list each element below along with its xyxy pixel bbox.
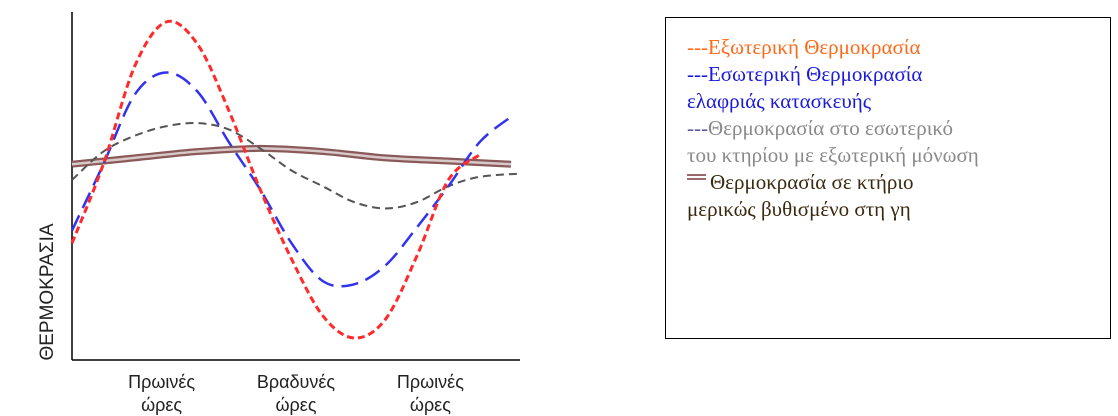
legend-label-indoor-light: Εσωτερική Θερμοκρασία [707, 62, 923, 86]
x-tick-label: Πρωινές ώρες [397, 372, 464, 415]
legend-entry-earth-sheltered-cont: μερικώς βυθισμένο στη γη [687, 196, 1110, 223]
legend-marker-outdoor: --- [687, 35, 708, 59]
y-axis-label: ΘΕΡΜΟΚΡΑΣΙΑ [37, 223, 58, 360]
legend-label-earth-sheltered-cont: μερικώς βυθισμένο στη γη [687, 197, 911, 221]
series-earth-sheltered-line [71, 144, 512, 168]
x-tick-label-line: Πρωινές [128, 372, 195, 392]
x-tick-labels: Πρωινές ώρες Βραδυνές ώρες Πρωινές ώρες [128, 372, 464, 415]
legend-marker-indoor-light: --- [687, 62, 708, 86]
legend-label-indoor-light-cont: ελαφριάς κατασκευής [687, 89, 872, 113]
legend-label-insulated-cont: του κτηρίου με εξωτερική μόνωση [687, 143, 979, 167]
series-earth-sheltered-inner [71, 147, 512, 166]
x-tick-label-line: ώρες [141, 395, 182, 415]
legend-entry-insulated: ---Θερμοκρασία στο εσωτερικό [687, 115, 1110, 142]
x-tick-label-line: ώρες [276, 395, 317, 415]
legend-entry-indoor-light: ---Εσωτερική Θερμοκρασία [687, 61, 1110, 88]
legend-label-insulated: Θερμοκρασία στο εσωτερικό [707, 116, 953, 140]
series-outdoor-line [70, 19, 481, 340]
legend-label-outdoor: Εξωτερική Θερμοκρασία [707, 35, 921, 59]
legend-marker-double-line-icon [687, 174, 706, 180]
legend-entry-earth-sheltered: Θερμοκρασία σε κτήριο [687, 169, 1110, 196]
x-tick-label-line: ώρες [410, 395, 451, 415]
x-tick-label: Πρωινές ώρες [128, 372, 195, 415]
series-indoor-light-line [70, 71, 512, 288]
x-tick-label-line: Πρωινές [397, 372, 464, 392]
legend: ---Εξωτερική Θερμοκρασία ---Εσωτερική Θε… [665, 17, 1111, 339]
legend-entry-outdoor: ---Εξωτερική Θερμοκρασία [687, 34, 1110, 61]
legend-marker-insulated: --- [687, 116, 708, 140]
series-layer [70, 19, 521, 340]
series-insulated-line [71, 122, 521, 210]
x-tick-label-line: Βραδυνές [257, 372, 336, 392]
legend-entry-insulated-cont: του κτηρίου με εξωτερική μόνωση [687, 142, 1110, 169]
legend-label-earth-sheltered: Θερμοκρασία σε κτήριο [710, 170, 914, 194]
legend-entry-indoor-light-cont: ελαφριάς κατασκευής [687, 88, 1110, 115]
x-tick-label: Βραδυνές ώρες [257, 372, 336, 415]
